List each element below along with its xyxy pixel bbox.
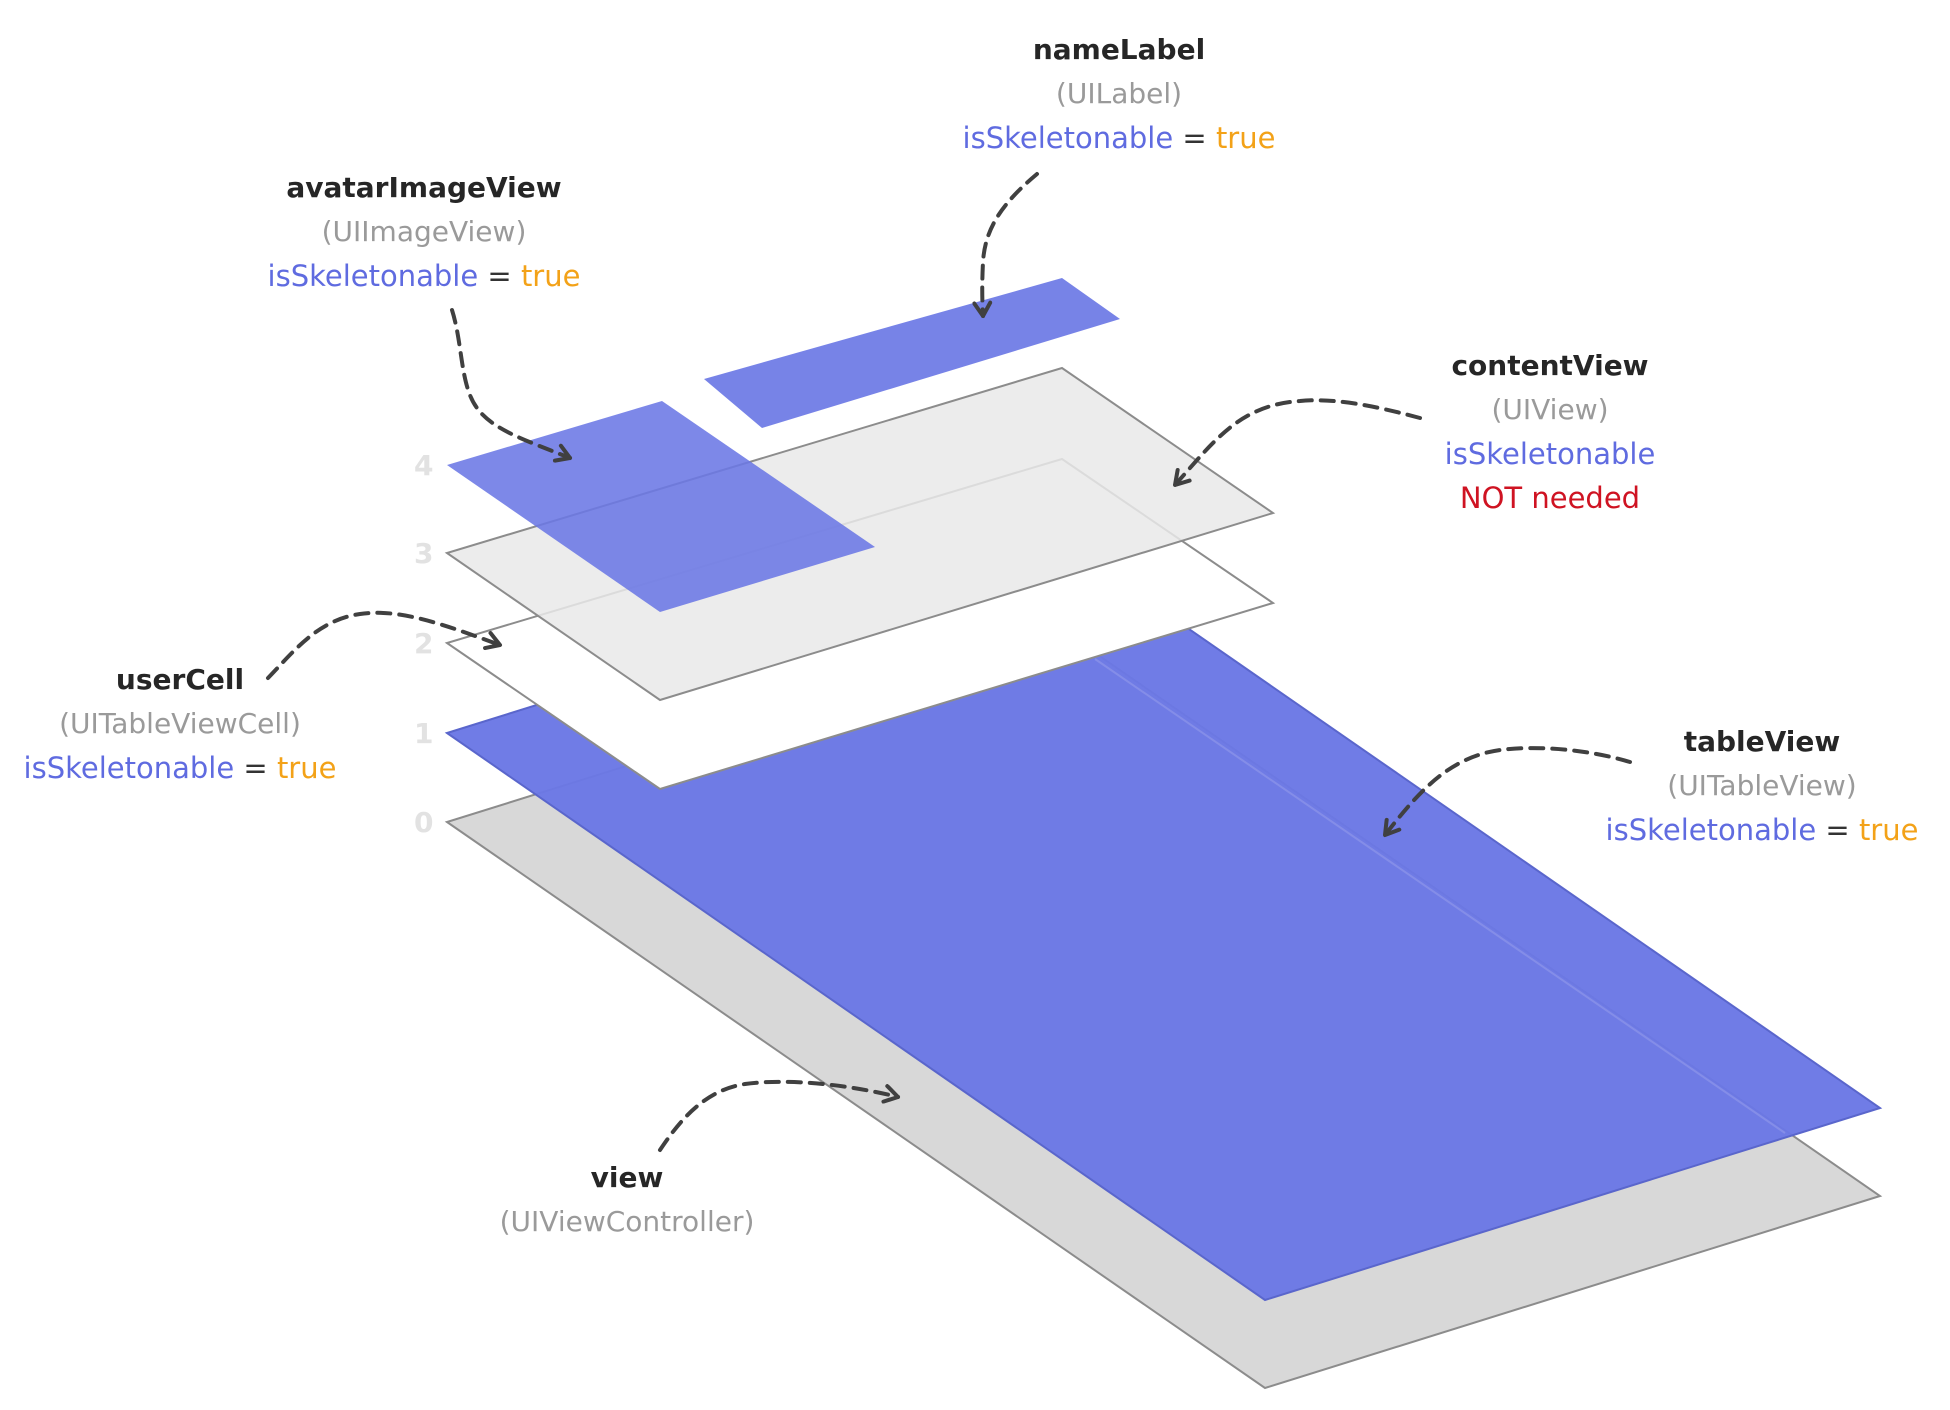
usercell-prop-key: isSkeletonable — [23, 751, 235, 785]
tableview-prop-key: isSkeletonable — [1605, 813, 1817, 847]
tableview-prop-eq: = — [1825, 813, 1850, 847]
avatarimageview-class: (UIImageView) — [321, 215, 527, 248]
namelabel-prop-key: isSkeletonable — [962, 121, 1174, 155]
avatarimageview-prop-eq: = — [487, 259, 512, 293]
usercell-name: userCell — [115, 663, 245, 696]
avatarimageview-prop-key: isSkeletonable — [267, 259, 479, 293]
view-arrow — [658, 1079, 900, 1152]
tableview-property: isSkeletonable = true — [1502, 808, 1950, 852]
contentview-name: contentView — [1451, 349, 1649, 382]
usercell-arrow — [266, 610, 502, 680]
tableview-class: (UITableView) — [1667, 769, 1857, 802]
namelabel-prop-value: true — [1215, 121, 1276, 155]
avatarimageview-arrow — [450, 308, 572, 463]
tableview-prop-value: true — [1858, 813, 1919, 847]
usercell-property: isSkeletonable = true — [0, 746, 440, 790]
avatarimageview-label: avatarImageView (UIImageView) isSkeleton… — [164, 166, 684, 298]
tableview-crease — [1094, 658, 1786, 1134]
contentview-layer — [444, 366, 1276, 702]
level-2: 2 — [414, 627, 434, 660]
view-class: (UIViewController) — [499, 1205, 755, 1238]
usercell-prop-value: true — [276, 751, 337, 785]
level-1: 1 — [414, 717, 434, 750]
tableview-name: tableView — [1683, 725, 1841, 758]
namelabel-name: nameLabel — [1032, 33, 1206, 66]
namelabel-label: nameLabel (UILabel) isSkeletonable = tru… — [859, 28, 1379, 160]
level-4: 4 — [414, 449, 434, 482]
namelabel-class: (UILabel) — [1055, 77, 1183, 110]
avatarimageview-property: isSkeletonable = true — [164, 254, 684, 298]
contentview-arrow — [1173, 398, 1422, 487]
namelabel-arrow — [972, 172, 1039, 318]
usercell-prop-eq: = — [243, 751, 268, 785]
view-label: view (UIViewController) — [367, 1156, 887, 1244]
usercell-class: (UITableViewCell) — [59, 707, 301, 740]
namelabel-property: isSkeletonable = true — [859, 116, 1379, 160]
contentview-class: (UIView) — [1491, 393, 1609, 426]
level-3: 3 — [414, 537, 434, 570]
view-name: view — [590, 1161, 664, 1194]
avatarimageview-name: avatarImageView — [286, 171, 562, 204]
namelabel-layer — [704, 278, 1120, 428]
usercell-label: userCell (UITableViewCell) isSkeletonabl… — [0, 658, 440, 790]
contentview-prop-key: isSkeletonable — [1444, 437, 1656, 471]
tableview-label: tableView (UITableView) isSkeletonable =… — [1502, 720, 1950, 852]
tableview-arrow — [1383, 746, 1632, 837]
namelabel-prop-eq: = — [1182, 121, 1207, 155]
level-0: 0 — [414, 806, 434, 839]
contentview-label: contentView (UIView) isSkeletonable NOT … — [1290, 344, 1810, 520]
contentview-note: NOT needed — [1459, 481, 1641, 515]
avatarimageview-prop-value: true — [520, 259, 581, 293]
